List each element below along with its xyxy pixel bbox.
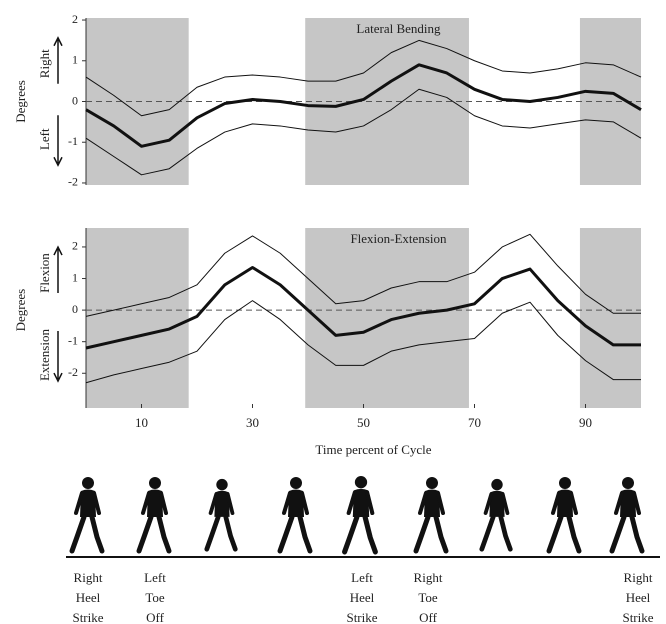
y-tick-label: -1 [68,134,78,148]
series-line [85,300,641,384]
gait-event-label: Right [624,570,653,585]
x-tick-label: 90 [579,415,592,430]
gait-event-label: Toe [418,590,438,605]
gait-event-label: Strike [346,610,377,624]
walkers [66,476,660,558]
down-arrow [53,115,63,167]
y-upper-label: Flexion [37,253,52,293]
y-lower-label: Extension [37,329,52,381]
y-tick-label: 0 [72,302,78,316]
stance-shade [86,228,189,408]
y-tick-label: -2 [68,175,78,189]
x-tick-label: 50 [357,415,370,430]
gait-event-label: Left [144,570,166,585]
gait-event-label: Right [414,570,443,585]
series-line [85,88,642,176]
y-upper-label: Right [37,49,52,78]
gait-event-label: Toe [145,590,165,605]
panel-title: Lateral Bending [356,21,441,36]
gait-event-label: Off [419,610,437,624]
up-arrow [53,245,63,294]
series-line [85,39,642,117]
series-line [85,265,641,350]
series-line [85,63,642,148]
y-lower-label: Left [37,128,52,150]
series-line [85,233,641,317]
y-tick-label: -2 [68,365,78,379]
y-label: Degrees [13,80,28,123]
stance-shade [305,228,469,408]
gait-event-label: Left [351,570,373,585]
x-label: Time percent of Cycle [315,442,431,457]
gait-event-label: Heel [626,590,651,605]
gait-event-label: Heel [76,590,101,605]
y-tick-label: 0 [72,93,78,107]
gait-event-label: Strike [72,610,103,624]
y-tick-label: 2 [72,12,78,26]
up-arrow [53,36,63,84]
x-tick-label: 10 [135,415,148,430]
stance-shade [579,228,641,408]
y-tick-label: -1 [68,333,78,347]
y-tick-label: 2 [72,239,78,253]
panel-title: Flexion-Extension [350,231,447,246]
gait-event-label: Strike [622,610,653,624]
y-tick-label: 1 [72,53,78,67]
y-label: Degrees [13,289,28,332]
y-tick-label: 1 [72,270,78,284]
gait-event-label: Right [74,570,103,585]
x-tick-label: 70 [468,415,481,430]
gait-event-label: Heel [350,590,375,605]
down-arrow [53,331,63,383]
x-tick-label: 30 [246,415,259,430]
gait-event-label: Off [146,610,164,624]
